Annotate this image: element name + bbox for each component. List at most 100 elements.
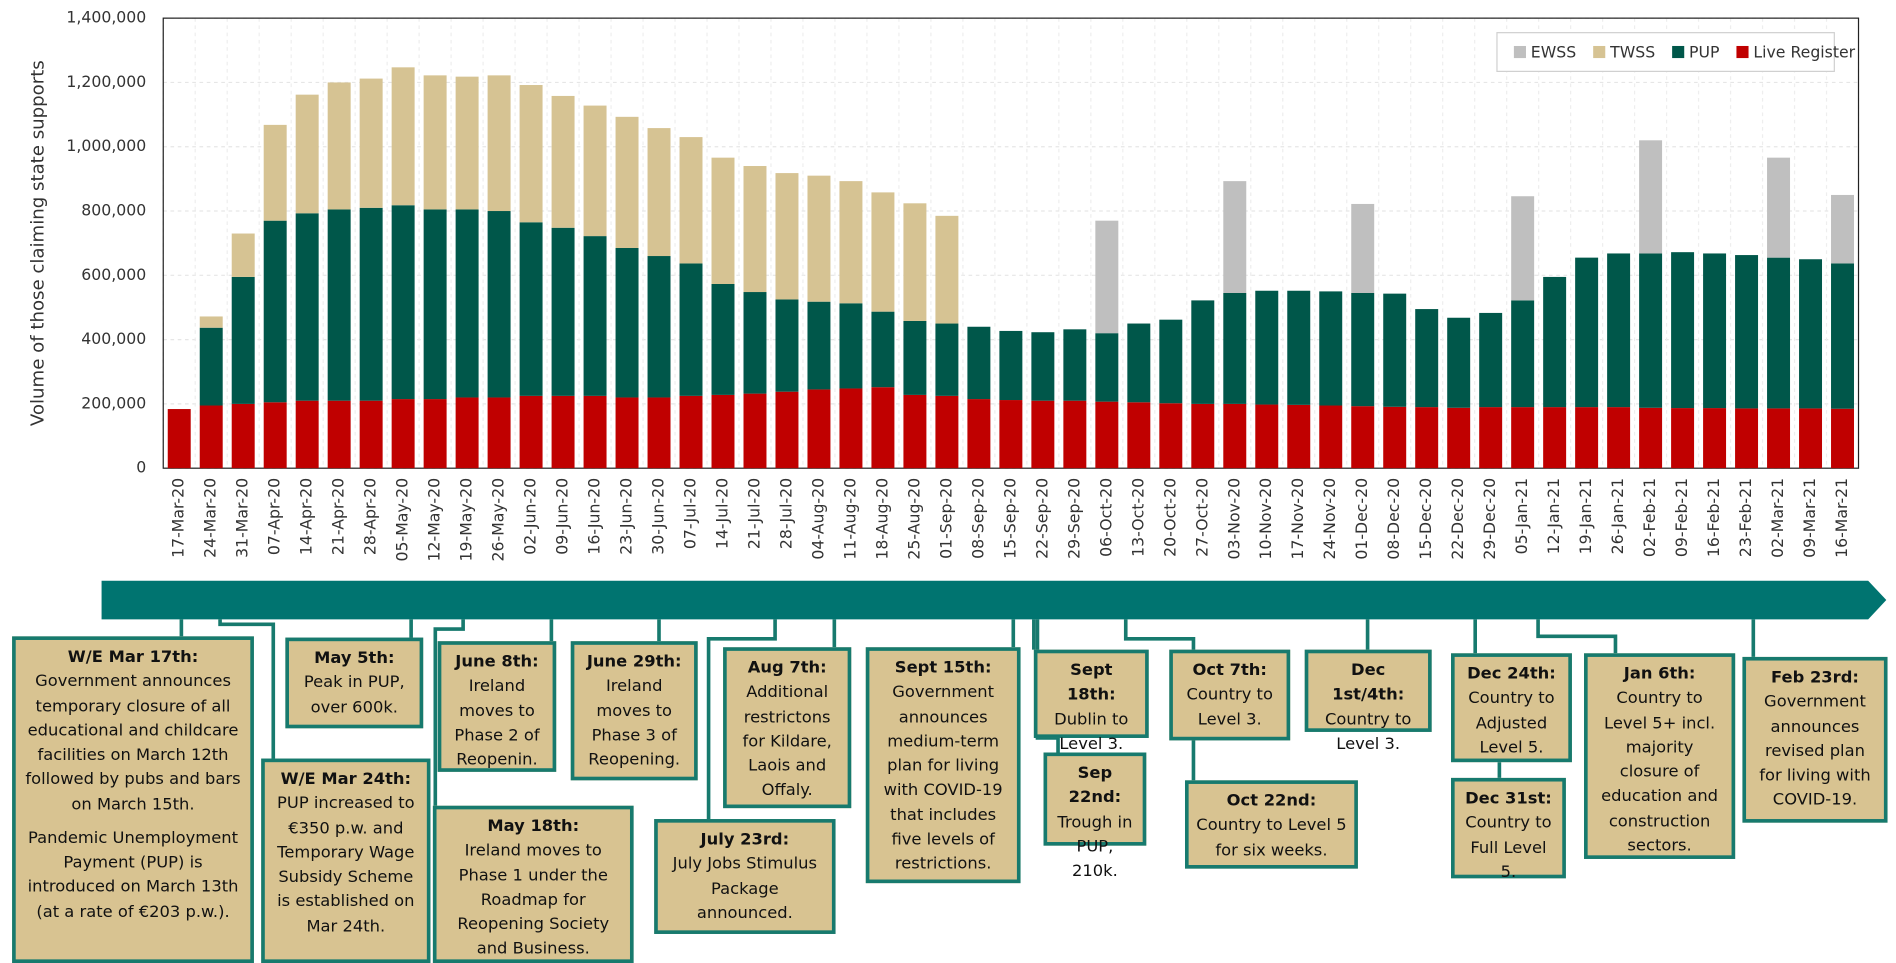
bar-segment — [295, 213, 319, 401]
bar-segment — [647, 128, 671, 257]
bar-segment — [1511, 196, 1535, 301]
y-tick-label: 1,000,000 — [66, 136, 146, 155]
bar-segment — [1127, 402, 1151, 469]
legend-swatch — [1513, 45, 1526, 59]
bar-segment — [359, 78, 383, 208]
bar-segment — [391, 205, 415, 400]
bar-segment — [743, 292, 767, 394]
bar-segment — [1255, 290, 1279, 405]
bar-segment — [1415, 407, 1439, 469]
annotation-box: Sep 22nd: Trough in PUP, 210k. — [1043, 752, 1147, 881]
bar-segment — [551, 395, 575, 469]
x-tick-label: 17-Mar-20 — [169, 478, 188, 558]
bar-segment — [1703, 408, 1727, 469]
annotation-title: W/E Mar 17th: — [67, 647, 199, 667]
x-tick-label: 29-Dec-20 — [1480, 478, 1499, 560]
annotation-text: July Jobs Stimulus Package announced. — [672, 854, 818, 923]
bar-segment — [1767, 257, 1791, 409]
legend-swatch — [1672, 45, 1685, 59]
x-tick-label: 30-Jun-20 — [649, 478, 668, 555]
x-tick-label: 22-Sep-20 — [1032, 478, 1051, 559]
x-tick-label: 12-Jan-21 — [1544, 478, 1563, 554]
bar-segment — [1543, 276, 1567, 408]
bar-segment — [1383, 293, 1407, 407]
x-tick-label: 26-May-20 — [489, 478, 508, 562]
bar-segment — [807, 389, 831, 469]
y-axis-label: Volume of those claiming state supports — [28, 60, 49, 426]
annotation-text: Peak in PUP, over 600k. — [303, 672, 405, 717]
x-tick-label: 05-Jan-21 — [1512, 478, 1531, 554]
annotation-text: PUP increased to €350 p.w. and Temporary… — [277, 793, 415, 936]
bar-segment — [231, 403, 255, 469]
bar-segment — [1031, 332, 1055, 401]
bar-segment — [1095, 401, 1119, 469]
bar-segment — [775, 173, 799, 300]
bar-segment — [1351, 406, 1375, 469]
annotation-text: Additional restrictons for Kildare, Laoi… — [742, 682, 832, 800]
bar-segment — [1831, 263, 1855, 409]
annotation-title: Dec 1st/4th: — [1332, 660, 1405, 705]
bar-segment — [871, 192, 895, 312]
bar-segment — [1671, 408, 1695, 469]
bar-segment — [1223, 292, 1247, 404]
bar-segment — [327, 209, 351, 401]
bar-segment — [1095, 220, 1119, 334]
bar-segment — [1639, 140, 1663, 254]
x-tick-label: 09-Jun-20 — [553, 478, 572, 555]
x-tick-label: 26-Jan-21 — [1608, 478, 1627, 554]
bar-segment — [1383, 406, 1407, 469]
bar-segment — [807, 175, 831, 302]
bar-segment — [1767, 408, 1791, 469]
bar-segment — [903, 203, 927, 321]
legend-box — [1496, 32, 1835, 72]
annotation-text: Pandemic Unemployment Payment (PUP) is i… — [27, 828, 239, 922]
bar-segment — [263, 220, 287, 403]
bar-segment — [1159, 403, 1183, 469]
bar-segment — [1479, 407, 1503, 469]
x-tick-label: 14-Apr-20 — [297, 478, 316, 555]
bar-segment — [615, 247, 639, 398]
annotation-text: Ireland moves to Phase 2 of Reopenin. — [454, 676, 540, 770]
y-tick-label: 800,000 — [81, 201, 146, 220]
bar-segment — [839, 388, 863, 469]
bar-segment — [487, 397, 511, 469]
bar-segment — [647, 397, 671, 469]
connector — [1536, 619, 1618, 654]
annotation-box: Sept 15th: Government announces medium-te… — [865, 647, 1021, 884]
x-tick-label: 17-Nov-20 — [1288, 478, 1307, 560]
annotation-title: Aug 7th: — [747, 658, 827, 678]
bar-segment — [519, 85, 543, 223]
bar-segment — [1063, 400, 1087, 469]
y-tick-label: 600,000 — [81, 265, 146, 284]
annotation-title: June 29th: — [586, 652, 682, 672]
x-tick-label: 15-Sep-20 — [1000, 478, 1019, 559]
x-tick-label: 07-Jul-20 — [681, 478, 700, 549]
bar-segment — [967, 326, 991, 400]
bar-segment — [199, 316, 223, 328]
bar-segment — [1639, 253, 1663, 408]
bar-segment — [839, 303, 863, 389]
x-tick-label: 03-Nov-20 — [1224, 478, 1243, 560]
annotation-box: Sept 18th: Dublin to Level 3. — [1033, 649, 1149, 753]
annotation-text: Government announces medium-term plan fo… — [883, 682, 1003, 874]
bar-segment — [1415, 309, 1439, 408]
bar-segment — [583, 105, 607, 237]
bar-segment — [455, 76, 479, 210]
x-tick-label: 31-Mar-20 — [233, 478, 252, 558]
x-tick-label: 20-Oct-20 — [1160, 478, 1179, 557]
annotation-title: Sept 15th: — [894, 658, 992, 678]
annotation-title: Oct 7th: — [1192, 660, 1267, 680]
bar-segment — [1799, 259, 1823, 409]
x-tick-label: 23-Jun-20 — [617, 478, 636, 555]
bar-segment — [391, 67, 415, 206]
x-tick-label: 16-Jun-20 — [585, 478, 604, 555]
bar-segment — [167, 409, 191, 469]
y-tick-label: 200,000 — [81, 393, 146, 412]
bar-segment — [1255, 404, 1279, 469]
bar-segment — [871, 311, 895, 388]
x-tick-label: 12-May-20 — [425, 478, 444, 562]
bar-segment — [999, 330, 1023, 401]
x-tick-label: 28-Jul-20 — [776, 478, 795, 549]
bar-segment — [1351, 203, 1375, 293]
